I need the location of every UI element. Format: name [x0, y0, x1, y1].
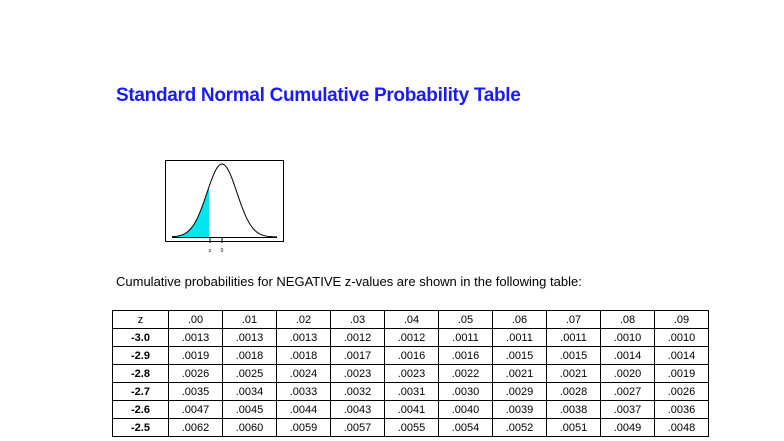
z-cell: -2.5 — [112, 418, 169, 437]
prob-cell: .0016 — [438, 346, 493, 365]
prob-cell: .04 — [384, 310, 439, 329]
prob-cell: .0030 — [438, 382, 493, 401]
prob-cell: .03 — [330, 310, 385, 329]
figure-frame — [165, 160, 284, 242]
prob-cell: .0055 — [384, 418, 439, 437]
prob-cell: .0039 — [492, 400, 547, 419]
table-row: -2.6.0047.0045.0044.0043.0041.0040.0039.… — [112, 400, 709, 419]
prob-cell: .02 — [276, 310, 331, 329]
prob-cell: .0014 — [654, 346, 709, 365]
prob-cell: .0062 — [168, 418, 223, 437]
z-cell: -2.9 — [112, 346, 169, 365]
prob-cell: .0041 — [384, 400, 439, 419]
prob-cell: .05 — [438, 310, 493, 329]
prob-cell: .0011 — [546, 328, 601, 347]
table-row: -3.0.0013.0013.0013.0012.0012.0011.0011.… — [112, 328, 709, 347]
prob-cell: .0035 — [168, 382, 223, 401]
prob-cell: .0018 — [222, 346, 277, 365]
prob-cell: .0029 — [492, 382, 547, 401]
prob-cell: .0036 — [654, 400, 709, 419]
probability-table: z .00.01.02.03.04.05.06.07.08.09 -3.0.0013… — [112, 310, 709, 437]
bell-curve — [171, 163, 278, 238]
caption: Cumulative probabilities for NEGATIVE z-… — [116, 274, 582, 289]
prob-cell: .0032 — [330, 382, 385, 401]
prob-cell: .0021 — [492, 364, 547, 383]
prob-cell: .0012 — [330, 328, 385, 347]
prob-cell: .0057 — [330, 418, 385, 437]
table-row: -2.9.0019.0018.0018.0017.0016.0016.0015.… — [112, 346, 709, 365]
prob-cell: .0025 — [222, 364, 277, 383]
prob-cell: .0016 — [384, 346, 439, 365]
header-row: z .00.01.02.03.04.05.06.07.08.09 — [112, 310, 709, 329]
prob-cell: .0034 — [222, 382, 277, 401]
normal-curve-figure: z 0 — [165, 160, 284, 254]
prob-cell: .0014 — [600, 346, 655, 365]
prob-cell: .0013 — [276, 328, 331, 347]
z-cell: -2.7 — [112, 382, 169, 401]
prob-cell: .0027 — [600, 382, 655, 401]
prob-cell: .0040 — [438, 400, 493, 419]
prob-cell: .0023 — [330, 364, 385, 383]
prob-cell: .0045 — [222, 400, 277, 419]
prob-cell: .01 — [222, 310, 277, 329]
prob-cell: .0051 — [546, 418, 601, 437]
prob-cell: .0013 — [222, 328, 277, 347]
prob-cell: .0023 — [384, 364, 439, 383]
prob-cell: .0013 — [168, 328, 223, 347]
prob-cell: .0033 — [276, 382, 331, 401]
prob-cell: .0026 — [654, 382, 709, 401]
prob-cell: .0054 — [438, 418, 493, 437]
prob-cell: .0059 — [276, 418, 331, 437]
prob-cell: .0037 — [600, 400, 655, 419]
prob-cell: .0047 — [168, 400, 223, 419]
table-row: -2.8.0026.0025.0024.0023.0023.0022.0021.… — [112, 364, 709, 383]
prob-cell: .0010 — [654, 328, 709, 347]
prob-cell: .0011 — [438, 328, 493, 347]
prob-cell: .0010 — [600, 328, 655, 347]
prob-cell: .0017 — [330, 346, 385, 365]
prob-cell: .0049 — [600, 418, 655, 437]
z-label: z — [209, 248, 212, 254]
table-row: -2.5.0062.0060.0059.0057.0055.0054.0052.… — [112, 418, 709, 437]
prob-cell: .0015 — [546, 346, 601, 365]
prob-cell: .0021 — [546, 364, 601, 383]
prob-cell: .0022 — [438, 364, 493, 383]
z-cell: z — [112, 310, 169, 329]
prob-cell: .06 — [492, 310, 547, 329]
prob-cell: .0019 — [168, 346, 223, 365]
prob-cell: .00 — [168, 310, 223, 329]
prob-cell: .0024 — [276, 364, 331, 383]
zero-label: 0 — [221, 248, 224, 254]
prob-cell: .0026 — [168, 364, 223, 383]
prob-cell: .0048 — [654, 418, 709, 437]
prob-cell: .0043 — [330, 400, 385, 419]
shaded-area — [172, 186, 209, 237]
title: Standard Normal Cumulative Probability T… — [116, 85, 521, 106]
prob-cell: .0020 — [600, 364, 655, 383]
prob-cell: .0011 — [492, 328, 547, 347]
prob-cell: .08 — [600, 310, 655, 329]
prob-cell: .0031 — [384, 382, 439, 401]
table-row: -2.7.0035.0034.0033.0032.0031.0030.0029.… — [112, 382, 709, 401]
prob-cell: .0019 — [654, 364, 709, 383]
prob-cell: .0012 — [384, 328, 439, 347]
prob-cell: .09 — [654, 310, 709, 329]
prob-cell: .0060 — [222, 418, 277, 437]
prob-cell: .0028 — [546, 382, 601, 401]
z-cell: -3.0 — [112, 328, 169, 347]
z-cell: -2.6 — [112, 400, 169, 419]
prob-cell: .0015 — [492, 346, 547, 365]
prob-cell: .0044 — [276, 400, 331, 419]
prob-cell: .0038 — [546, 400, 601, 419]
prob-cell: .0052 — [492, 418, 547, 437]
prob-cell: .0018 — [276, 346, 331, 365]
prob-cell: .07 — [546, 310, 601, 329]
z-cell: -2.8 — [112, 364, 169, 383]
